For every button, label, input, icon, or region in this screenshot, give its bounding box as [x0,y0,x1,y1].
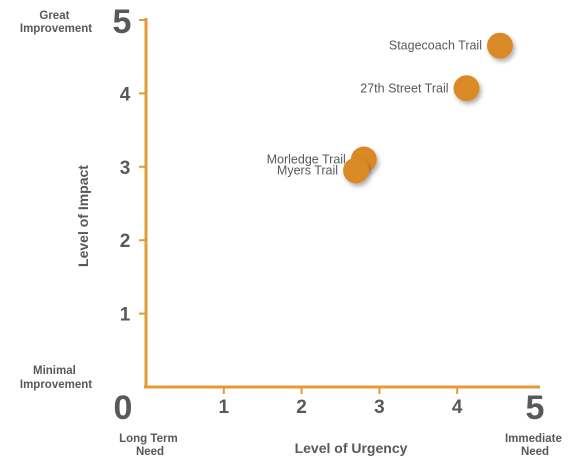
y-tick-label: 4 [120,84,131,105]
x-tick-label: 2 [296,397,307,418]
x-tick-labels: 0 1 2 3 4 5 [114,389,545,427]
y-tick-label: 5 [113,3,132,41]
y-axis-title: Level of Impact [75,165,91,267]
x-right-annotation: Immediate Need [505,433,565,458]
y-tick-label: 2 [120,231,131,252]
point-label: Morledge Trail [267,152,346,166]
x-tick-label: 4 [452,397,463,418]
x-tick-label: 0 [114,389,133,427]
data-point [343,157,370,184]
data-point [453,75,480,102]
point-label: 27th Street Trail [360,81,448,95]
x-tick-marks [222,387,459,394]
point-label: Stagecoach Trail [389,39,482,53]
y-tick-label: 3 [120,158,131,179]
y-tick-labels: 1 2 3 4 5 [113,3,132,326]
x-tick-label: 1 [219,397,230,418]
x-tick-label: 3 [374,397,385,418]
y-tick-marks [139,19,146,315]
point-label: Myers Trail [277,163,338,177]
y-bottom-annotation: Minimal Improvement [20,365,92,391]
x-left-annotation: Long Term Need [119,433,181,458]
y-top-annotation: Great Improvement [20,10,92,35]
x-axis-title: Level of Urgency [295,440,408,456]
data-points: Stagecoach Trail 27th Street Trail Morledg… [267,32,513,184]
y-tick-label: 1 [120,305,131,326]
x-tick-label: 5 [526,389,545,427]
data-point [486,32,513,59]
